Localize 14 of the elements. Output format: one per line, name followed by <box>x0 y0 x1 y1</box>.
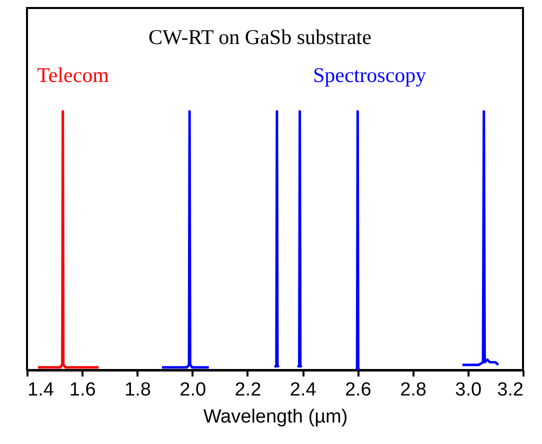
x-axis-title: Wavelength (µm) <box>203 406 348 428</box>
x-tick-label: 1.4 <box>28 380 54 400</box>
x-tick-label: 2.6 <box>344 380 372 400</box>
text: Spectroscopy <box>313 63 427 87</box>
x-tick-label: 3.2 <box>497 380 524 400</box>
x-tick-label: 1.8 <box>124 380 151 400</box>
x-tick-label: 2.2 <box>234 380 262 400</box>
chart-title: CW-RT on GaSb substrate <box>148 25 372 49</box>
text: Telecom <box>37 63 109 87</box>
x-tick-label: 1.6 <box>69 380 96 400</box>
x-tick-label: 3.0 <box>455 380 482 400</box>
x-tick-label: 2.4 <box>290 380 317 400</box>
x-tick-label: 2.8 <box>400 380 426 400</box>
x-tick-label: 2.0 <box>180 380 206 400</box>
